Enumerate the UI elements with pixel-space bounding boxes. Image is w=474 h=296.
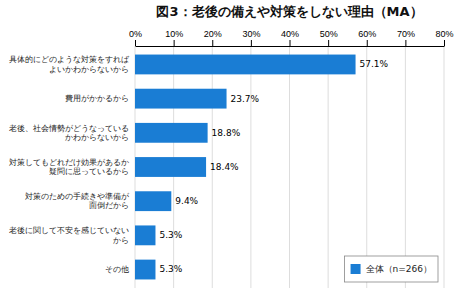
x-tick: 40%: [281, 29, 299, 46]
y-tick-label-line: 費用がかかるから: [65, 94, 129, 103]
data-label: 18.8%: [212, 128, 241, 138]
y-tick-label-line: 対策のための手続きや準備が: [25, 192, 130, 201]
x-tick: 80%: [435, 29, 453, 46]
y-tick-label-line: 対策してもどれだけ効果があるか: [9, 158, 129, 167]
x-tick-mark: [444, 40, 445, 46]
x-tick-label: 20%: [204, 29, 222, 39]
grid-line: [366, 46, 367, 288]
title: 図3：老後の備えや対策をしない理由（MA）: [156, 4, 422, 19]
x-tick-mark: [405, 40, 406, 46]
bar: [135, 123, 208, 143]
legend-label: 全体（n=266）: [366, 264, 432, 274]
y-tick-label-line: 老後に関して不安を感じていない: [9, 226, 129, 235]
x-tick-label: 70%: [397, 29, 415, 39]
y-axis: 具体的にどのような対策をすればよいかわからないから費用がかかるから老後、社会情勢…: [9, 55, 130, 274]
legend: 全体（n=266）: [345, 256, 438, 282]
bar: [135, 260, 155, 280]
y-tick: 対策してもどれだけ効果があるか疑問に思っているから: [9, 158, 129, 176]
y-tick-label: 費用がかかるから: [65, 94, 129, 103]
y-tick-label: その他: [105, 265, 129, 274]
grid-line: [328, 46, 329, 288]
x-tick-label: 80%: [435, 29, 453, 39]
y-tick-label: 老後、社会情勢がどうなっているかわからないから: [9, 124, 129, 142]
chart-svg: 具体的にどのような対策をすればよいかわからないから費用がかかるから老後、社会情勢…: [0, 0, 474, 296]
bar: [135, 157, 206, 177]
y-tick-label-line: 具体的にどのような対策をすれば: [9, 55, 130, 64]
x-tick: 70%: [397, 29, 415, 46]
plot-root: 具体的にどのような対策をすればよいかわからないから費用がかかるから老後、社会情勢…: [9, 29, 454, 288]
x-tick: 20%: [204, 29, 222, 46]
x-tick-label: 60%: [358, 29, 376, 39]
x-tick-label: 40%: [281, 29, 299, 39]
bar: [135, 89, 227, 109]
grid-line: [444, 46, 445, 288]
bar: [135, 225, 155, 245]
y-tick: 老後、社会情勢がどうなっているかわからないから: [9, 124, 129, 142]
x-tick-label: 50%: [320, 29, 338, 39]
x-tick-mark: [290, 40, 291, 46]
y-tick-label-line: かわからないから: [65, 133, 129, 142]
y-tick-label: 対策してもどれだけ効果があるか疑問に思っているから: [9, 158, 129, 176]
x-tick-mark: [328, 40, 329, 46]
x-tick: 0%: [129, 29, 142, 46]
x-tick: 60%: [358, 29, 376, 46]
x-tick-label: 0%: [129, 29, 142, 39]
data-label: 5.3%: [159, 230, 182, 240]
grid-line: [405, 46, 406, 288]
y-tick-label-line: 疑問に思っているから: [49, 167, 129, 176]
grid-line: [289, 46, 290, 288]
x-tick: 30%: [242, 29, 260, 46]
y-tick-label-line: その他: [105, 265, 129, 274]
y-tick-label: 老後に関して不安を感じていないから: [9, 226, 129, 244]
y-tick-label-line: よいかわからないから: [49, 65, 129, 74]
y-tick-label-line: から: [113, 236, 129, 245]
legend-swatch: [351, 264, 361, 274]
y-tick: 費用がかかるから: [65, 94, 129, 103]
x-axis-line: [136, 46, 445, 47]
y-tick-label-line: 面倒だから: [89, 201, 129, 210]
data-label: 9.4%: [175, 196, 198, 206]
x-tick-label: 30%: [242, 29, 260, 39]
data-label: 5.3%: [159, 264, 182, 274]
y-tick: 対策のための手続きや準備が面倒だから: [25, 192, 130, 210]
data-label: 18.4%: [210, 162, 239, 172]
bar: [135, 191, 171, 211]
x-tick: 10%: [165, 29, 183, 46]
y-tick: 老後に関して不安を感じていないから: [9, 226, 129, 244]
x-axis: 0% 10% 20% 30% 40% 50% 60% 70% 80%: [129, 29, 454, 47]
x-tick-mark: [135, 40, 136, 46]
y-tick: 具体的にどのような対策をすればよいかわからないから: [9, 55, 130, 73]
data-label: 23.7%: [231, 94, 260, 104]
grid: [135, 46, 444, 288]
x-tick: 50%: [320, 29, 338, 46]
legend-frame: [345, 256, 438, 282]
chart-container: 具体的にどのような対策をすればよいかわからないから費用がかかるから老後、社会情勢…: [0, 0, 474, 296]
x-tick-mark: [251, 40, 252, 46]
x-tick-mark: [174, 40, 175, 46]
data-labels: 57.1% 23.7% 18.8% 18.4% 9.4% 5.3% 5.3%: [159, 59, 388, 274]
data-label: 57.1%: [360, 59, 389, 69]
x-tick-mark: [212, 40, 213, 46]
x-tick-mark: [367, 40, 368, 46]
y-tick-label-line: 老後、社会情勢がどうなっている: [9, 124, 129, 133]
y-tick-label: 具体的にどのような対策をすればよいかわからないから: [9, 55, 130, 73]
bar: [135, 55, 356, 75]
y-tick: その他: [105, 265, 129, 274]
bars: [135, 55, 356, 280]
x-tick-label: 10%: [165, 29, 183, 39]
y-tick-label: 対策のための手続きや準備が面倒だから: [25, 192, 130, 210]
grid-line: [250, 46, 251, 288]
